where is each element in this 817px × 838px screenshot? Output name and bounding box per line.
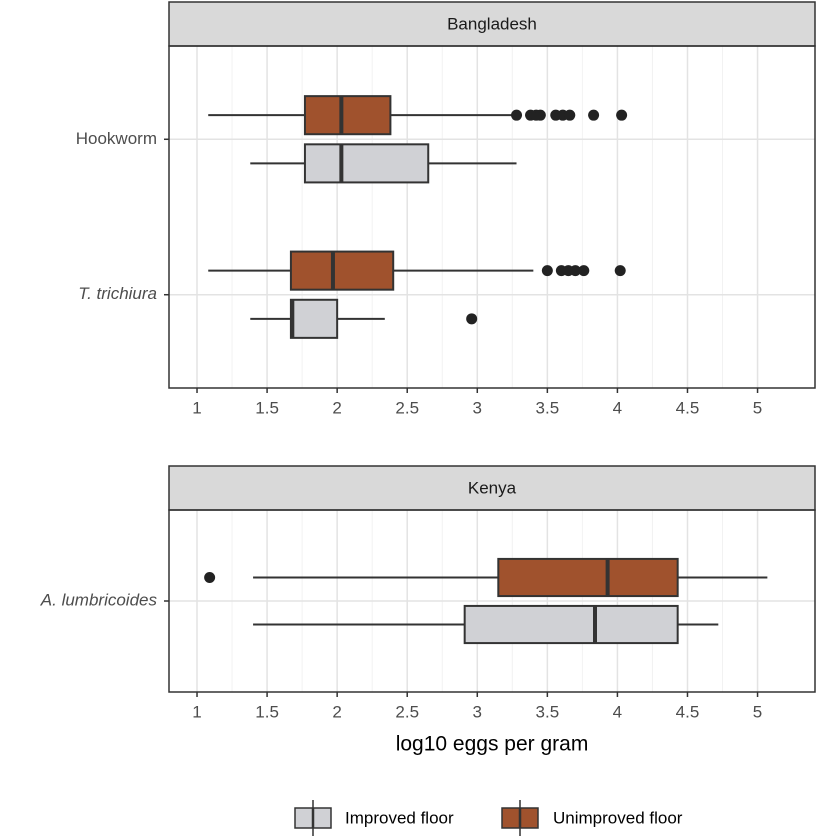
outlier bbox=[511, 109, 523, 121]
x-axis-title: log10 eggs per gram bbox=[396, 733, 589, 756]
box bbox=[303, 143, 430, 184]
outlier bbox=[569, 265, 581, 277]
outlier bbox=[564, 109, 576, 121]
x-tick-label: 3.5 bbox=[536, 702, 560, 721]
x-tick-label: 3 bbox=[473, 398, 482, 417]
legend-key bbox=[294, 800, 332, 836]
box bbox=[463, 604, 679, 645]
box bbox=[497, 557, 679, 598]
x-tick-label: 1 bbox=[192, 398, 201, 417]
x-tick-label: 2.5 bbox=[395, 398, 419, 417]
x-tick-label: 4.5 bbox=[676, 702, 700, 721]
y-tick-label: T. trichiura bbox=[78, 284, 157, 303]
x-tick-label: 2 bbox=[332, 702, 341, 721]
x-tick-label: 3 bbox=[473, 702, 482, 721]
y-tick-label: Hookworm bbox=[76, 129, 157, 148]
outlier bbox=[204, 571, 216, 583]
outlier bbox=[616, 109, 628, 121]
panel-bg bbox=[169, 46, 815, 388]
strip-title: Kenya bbox=[468, 478, 517, 497]
strip bbox=[168, 465, 816, 511]
x-tick-label: 2.5 bbox=[395, 702, 419, 721]
x-tick-label: 4 bbox=[613, 702, 622, 721]
outlier bbox=[588, 109, 600, 121]
x-tick-label: 3.5 bbox=[536, 398, 560, 417]
legend-label: Unimproved floor bbox=[553, 808, 683, 827]
x-tick-label: 4 bbox=[613, 398, 622, 417]
x-tick-label: 5 bbox=[753, 398, 762, 417]
x-tick-label: 1 bbox=[192, 702, 201, 721]
panel-border bbox=[168, 509, 816, 693]
legend-key bbox=[501, 800, 539, 836]
box bbox=[303, 95, 392, 136]
box bbox=[289, 250, 395, 291]
x-tick-label: 5 bbox=[753, 702, 762, 721]
x-tick-label: 4.5 bbox=[676, 398, 700, 417]
x-tick-label: 1.5 bbox=[255, 398, 279, 417]
x-tick-label: 2 bbox=[332, 398, 341, 417]
outlier bbox=[534, 109, 546, 121]
x-tick-label: 1.5 bbox=[255, 702, 279, 721]
strip-title: Bangladesh bbox=[447, 14, 537, 33]
panel-border bbox=[168, 45, 816, 389]
box bbox=[289, 298, 339, 339]
outlier bbox=[541, 265, 553, 277]
outlier bbox=[578, 265, 590, 277]
strip bbox=[168, 1, 816, 47]
legend-label: Improved floor bbox=[345, 808, 454, 827]
outlier bbox=[466, 313, 478, 325]
outlier bbox=[614, 265, 626, 277]
y-tick-label: A. lumbricoides bbox=[40, 590, 158, 609]
